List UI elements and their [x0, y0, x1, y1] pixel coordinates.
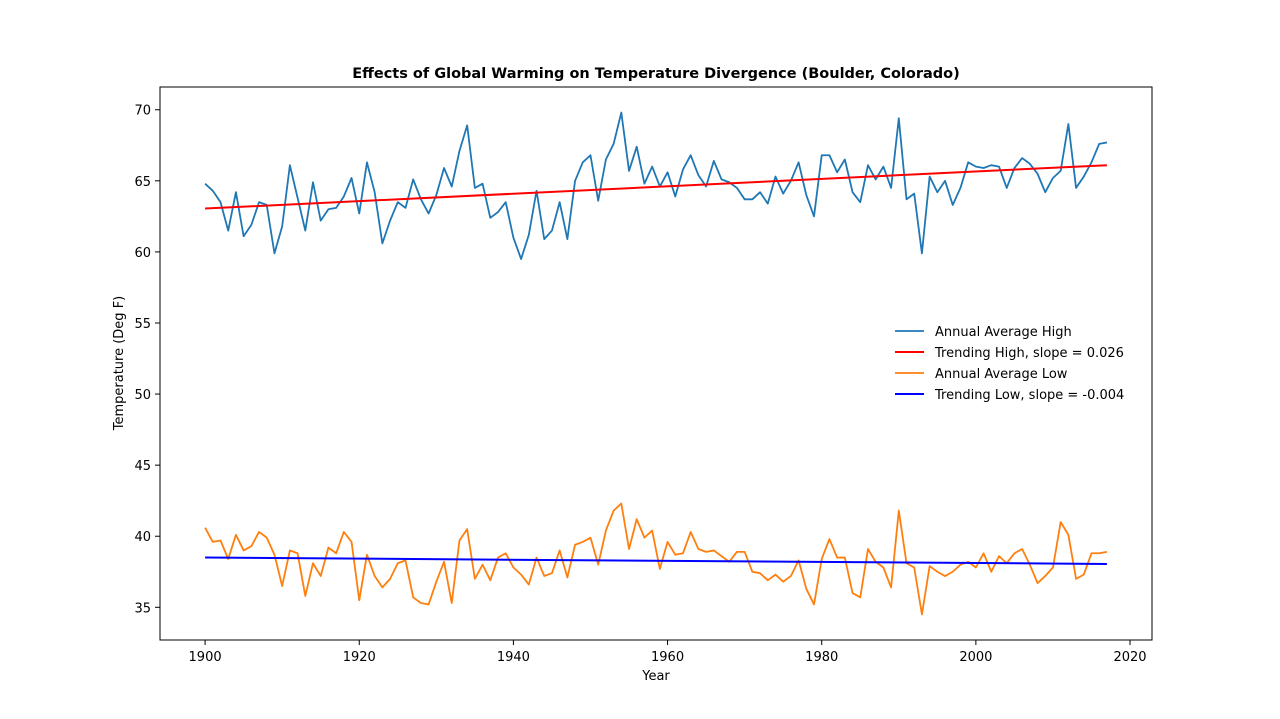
- y-axis-label: Temperature (Deg F): [112, 296, 127, 432]
- x-tick-label: 1980: [805, 650, 838, 665]
- x-tick-label: 1900: [189, 650, 222, 665]
- series-line-annual-average-high: [204, 111, 1108, 260]
- chart-title: Effects of Global Warming on Temperature…: [352, 66, 960, 82]
- x-tick-label: 2020: [1113, 650, 1146, 665]
- x-tick-label: 2000: [959, 650, 992, 665]
- y-tick-label: 55: [134, 317, 151, 332]
- legend: Annual Average High Trending High, slope …: [895, 325, 1124, 403]
- legend-label: Annual Average High: [935, 325, 1072, 340]
- y-tick-label: 65: [134, 175, 151, 190]
- y-tick-label: 45: [134, 459, 151, 474]
- y-tick-label: 60: [134, 246, 151, 261]
- y-tick-label: 35: [134, 601, 151, 616]
- series-line-trending-low-slope-0-004: [205, 556, 1107, 565]
- x-tick-label: 1940: [497, 650, 530, 665]
- series-line-trending-high-slope-0-026: [205, 164, 1107, 210]
- series-layer: [204, 111, 1108, 616]
- y-tick-label: 40: [134, 530, 151, 545]
- series-line-annual-average-low: [204, 502, 1108, 616]
- legend-label: Trending High, slope = 0.026: [934, 346, 1124, 361]
- x-axis-label: Year: [641, 669, 670, 684]
- legend-label: Trending Low, slope = -0.004: [934, 388, 1124, 403]
- y-axis: 35 40 45 50 55 60 65 70: [134, 104, 160, 616]
- y-tick-label: 50: [134, 388, 151, 403]
- y-tick-label: 70: [134, 104, 151, 119]
- plot-area-frame: [159, 86, 1153, 641]
- legend-label: Annual Average Low: [935, 367, 1068, 382]
- x-tick-label: 1920: [343, 650, 376, 665]
- x-tick-label: 1960: [651, 650, 684, 665]
- x-axis: 1900 1920 1940 1960 1980 2000 2020: [189, 640, 1147, 665]
